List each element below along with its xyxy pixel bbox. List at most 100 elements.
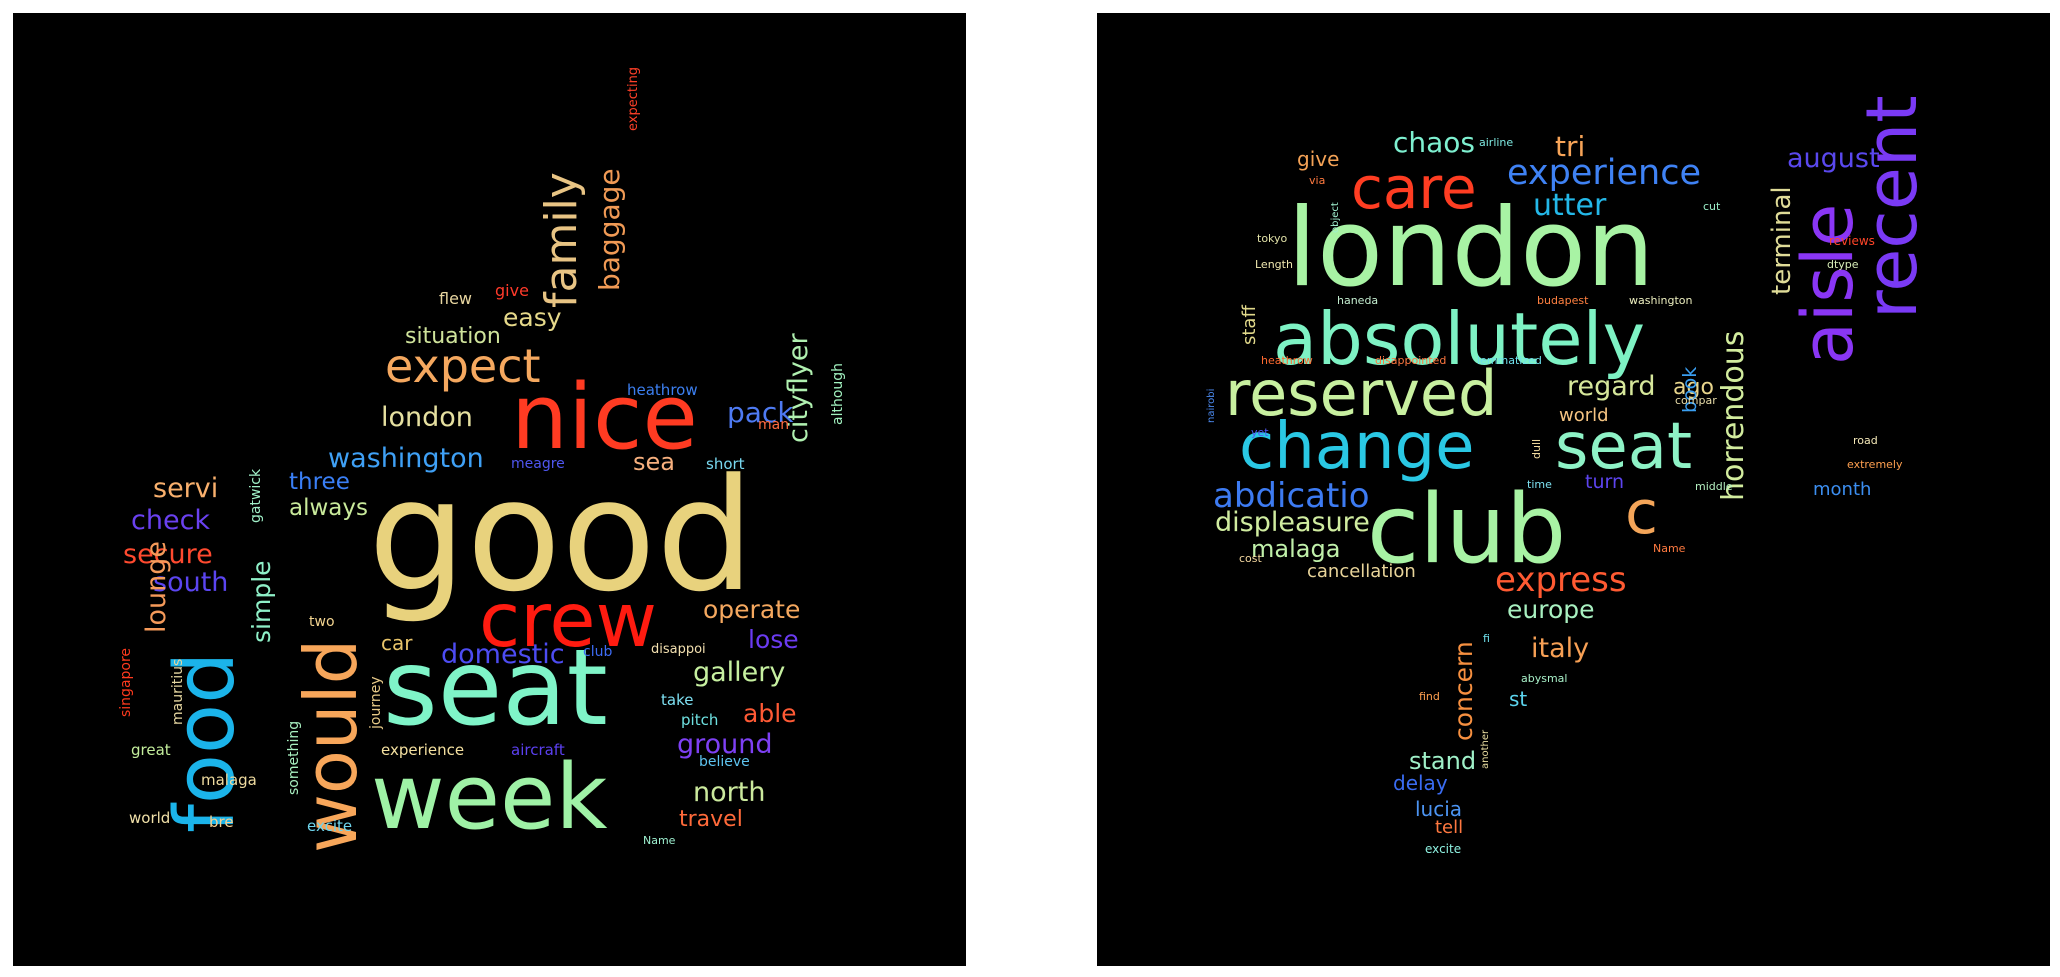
word: reviews: [1829, 234, 1875, 248]
word: absolutely: [1273, 297, 1646, 381]
word: another: [1480, 729, 1491, 769]
word: excite: [307, 817, 353, 835]
word: always: [289, 495, 368, 521]
word: fi: [1483, 632, 1490, 645]
word: situation: [405, 324, 501, 349]
word: tell: [1435, 817, 1464, 838]
word: heathrow: [627, 381, 698, 399]
word: north: [693, 777, 766, 808]
word: servi: [153, 473, 219, 504]
word: journey: [368, 676, 384, 729]
word: three: [289, 469, 350, 495]
word: aircraft: [511, 741, 565, 759]
word: south: [153, 567, 229, 598]
word: find: [1419, 690, 1440, 703]
word: Name: [1653, 542, 1686, 555]
word: middle: [1695, 480, 1733, 493]
word: reserved: [1225, 357, 1498, 430]
word: heathrow: [1261, 354, 1313, 367]
word: washington: [1629, 294, 1693, 307]
word: believe: [699, 754, 750, 770]
word: lounge: [141, 541, 172, 633]
word: able: [743, 699, 797, 728]
word: easy: [503, 303, 562, 332]
word: yet: [1251, 426, 1269, 439]
word: world: [1559, 405, 1609, 426]
word: excite: [1425, 842, 1462, 856]
word: terminal: [1767, 186, 1797, 295]
word: family: [536, 172, 587, 308]
word: recent: [1851, 95, 1933, 319]
word: tri: [1555, 130, 1586, 163]
word: london: [1287, 186, 1655, 311]
word: bre: [209, 813, 234, 831]
word: express: [1495, 560, 1627, 600]
word: airline: [1479, 136, 1514, 149]
word: tokyo: [1257, 232, 1288, 245]
word: man: [758, 417, 790, 433]
word: dull: [1530, 438, 1543, 459]
word: st: [1509, 687, 1528, 711]
word: europe: [1507, 595, 1595, 624]
word: c: [1625, 478, 1658, 548]
word: ago: [1673, 375, 1714, 400]
word: experience: [1507, 153, 1701, 193]
word: abysmal: [1521, 672, 1568, 685]
word: pitch: [681, 711, 719, 729]
word: road: [1853, 434, 1878, 447]
word: club: [583, 644, 613, 660]
word: turn: [1585, 471, 1625, 493]
word: club: [1367, 475, 1567, 585]
word: stand: [1409, 747, 1477, 775]
word: simple: [247, 560, 276, 643]
negative-word-cloud: london club absolutely change seat reser…: [1097, 13, 2050, 966]
word: give: [495, 281, 529, 300]
word: flew: [439, 289, 473, 308]
word: good: [368, 445, 755, 626]
word: italy: [1531, 633, 1590, 664]
word: expect: [385, 339, 541, 393]
word: malaga: [1251, 535, 1341, 563]
word: delay: [1393, 771, 1448, 795]
word: budapest: [1537, 294, 1589, 307]
word: something: [286, 720, 302, 795]
word: disappointed: [1375, 354, 1447, 367]
word: london: [381, 402, 473, 433]
word: haneda: [1337, 294, 1379, 307]
word: displeasure: [1215, 507, 1370, 538]
word: domestic: [441, 639, 565, 670]
word: take: [661, 691, 694, 709]
word: operate: [703, 595, 801, 624]
word: seat: [383, 627, 608, 749]
word: washington: [328, 443, 484, 474]
word: car: [381, 631, 413, 655]
word: lemmatized: [1477, 354, 1542, 367]
word: month: [1813, 479, 1872, 500]
word: although: [830, 362, 846, 425]
word: chaos: [1393, 126, 1476, 159]
word: two: [309, 614, 335, 630]
word: cost: [1239, 552, 1262, 565]
word: extremely: [1847, 458, 1903, 471]
word: object: [1330, 202, 1341, 233]
word: pack: [727, 396, 794, 429]
word: give: [1297, 147, 1340, 171]
word: expecting: [626, 66, 641, 131]
word: Length: [1255, 258, 1293, 271]
word: staff: [1239, 305, 1260, 345]
word: horrendous: [1716, 330, 1751, 501]
word: mauritius: [170, 658, 186, 725]
word: care: [1351, 154, 1477, 222]
word: travel: [679, 807, 743, 832]
word: meagre: [511, 456, 565, 472]
word: malaga: [201, 771, 257, 789]
word: time: [1527, 478, 1552, 491]
word: experience: [381, 741, 465, 759]
word: secure: [123, 539, 213, 570]
word: lucia: [1415, 797, 1463, 821]
word: short: [706, 455, 745, 473]
word: cut: [1703, 200, 1721, 213]
word: crew: [479, 576, 657, 664]
word: sea: [633, 448, 675, 476]
word: week: [371, 745, 608, 850]
